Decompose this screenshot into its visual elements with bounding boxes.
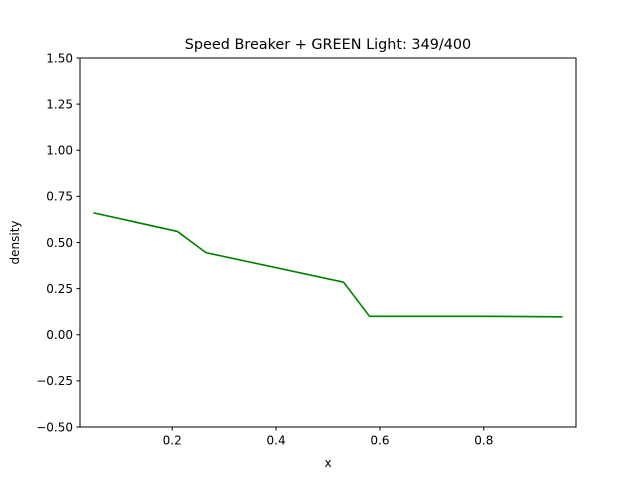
x-axis-label: x <box>324 456 331 470</box>
y-tick-label: −0.25 <box>36 374 73 388</box>
y-tick-label: 0.25 <box>46 282 73 296</box>
x-tick-label: 0.6 <box>370 434 389 448</box>
y-tick-label: 1.25 <box>46 97 73 111</box>
y-axis-label: density <box>8 221 22 265</box>
series-layer <box>93 212 563 318</box>
chart-title: Speed Breaker + GREEN Light: 349/400 <box>185 37 471 53</box>
y-tick-label: 1.00 <box>46 144 73 158</box>
x-tick-label: 0.4 <box>267 434 286 448</box>
y-tick-label: 1.50 <box>46 51 73 65</box>
x-axis: 0.2 0.4 0.6 0.8 <box>163 427 493 448</box>
y-axis: −0.50 −0.25 0.00 0.25 0.50 0.75 1.00 1.25 1.50 <box>36 51 80 434</box>
series-line-density <box>93 212 563 318</box>
y-tick-label: 0.00 <box>46 328 73 342</box>
y-tick-label: 0.75 <box>46 190 73 204</box>
x-tick-label: 0.8 <box>474 434 493 448</box>
y-tick-label: −0.50 <box>36 420 73 434</box>
x-tick-label: 0.2 <box>163 434 182 448</box>
y-tick-label: 0.50 <box>46 236 73 250</box>
